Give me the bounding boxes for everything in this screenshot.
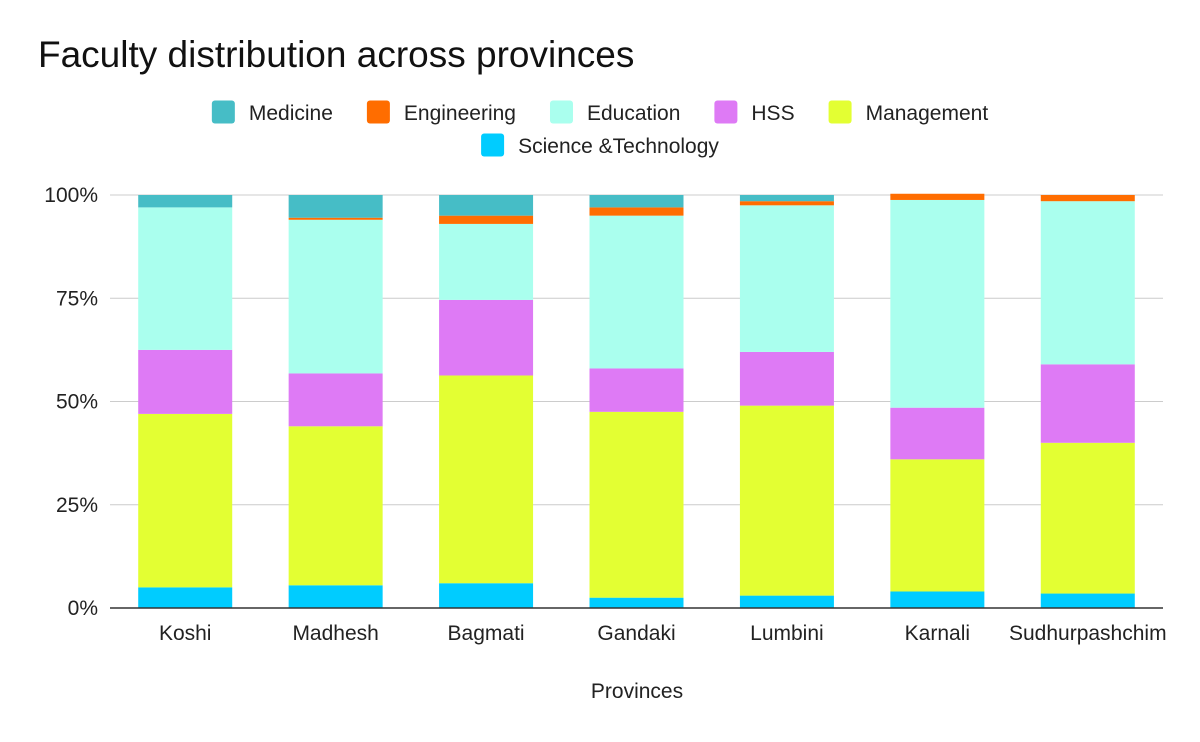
legend-label: Medicine [249, 102, 333, 125]
legend-label: HSS [751, 102, 794, 125]
bar-segment-science-technology [739, 595, 834, 608]
bar-segment-medicine [739, 195, 834, 202]
legend-item-management: Management [828, 100, 989, 125]
x-axis-title: Provinces [591, 680, 683, 703]
bar-segment-management [739, 405, 834, 596]
bar-segment-education [138, 207, 233, 350]
legend-item-medicine: Medicine [211, 100, 333, 125]
axes: 0% 25% 50% 75% 100% Koshi Madhesh Bagmati Gandak… [44, 184, 1166, 645]
bar-segment-hss [138, 349, 233, 414]
bar-segment-hss [439, 299, 534, 376]
y-tick-label: 50% [56, 391, 98, 414]
legend-swatch [828, 100, 852, 124]
bar-segment-engineering [1040, 195, 1135, 202]
x-tick-label: Bagmati [448, 622, 525, 645]
bar-segment-education [439, 223, 534, 300]
bar-group-karnali [890, 193, 985, 608]
bar-group-gandaki [589, 195, 684, 608]
x-tick-label: Lumbini [750, 622, 824, 645]
chart-title: Faculty distribution across provinces [38, 34, 635, 75]
bar-segment-education [1040, 201, 1135, 365]
bar-segment-engineering [288, 217, 383, 220]
bar-segment-management [589, 411, 684, 598]
x-tick-label: Karnali [905, 622, 970, 645]
legend-item-science-technology: Science &Technology [481, 133, 719, 158]
bar-segment-science-technology [1040, 593, 1135, 608]
bar-segment-engineering [589, 207, 684, 216]
bar-segment-education [288, 219, 383, 374]
legend-swatch [549, 100, 573, 124]
x-tick-label: Gandaki [597, 622, 675, 645]
bar-segment-engineering [890, 193, 985, 200]
bar-segment-hss [739, 351, 834, 406]
x-tick-label: Koshi [159, 622, 212, 645]
y-tick-label: 25% [56, 494, 98, 517]
legend: Medicine Engineering Education HSS Managemen… [211, 100, 989, 158]
bar-group-sudhurpashchim [1040, 195, 1135, 608]
bar-group-lumbini [739, 195, 834, 608]
y-tick-label: 100% [44, 184, 98, 207]
bar-segment-medicine [288, 195, 383, 218]
bar-segment-science-technology [138, 587, 233, 608]
bar-segment-management [1040, 442, 1135, 594]
legend-item-education: Education [549, 100, 680, 125]
bar-segment-education [739, 205, 834, 352]
x-tick-label: Madhesh [292, 622, 378, 645]
bar-segment-medicine [138, 195, 233, 208]
bar-segment-hss [1040, 364, 1135, 443]
bar-segment-education [890, 199, 985, 408]
legend-label: Management [866, 102, 989, 125]
legend-label: Science &Technology [518, 135, 719, 158]
bar-segment-education [589, 215, 684, 369]
bar-segment-engineering [439, 215, 534, 224]
x-tick-label: Sudhurpashchim [1009, 622, 1167, 645]
legend-label: Engineering [404, 102, 516, 125]
bar-segment-science-technology [288, 585, 383, 608]
bar-segment-medicine [439, 195, 534, 216]
bar-segment-management [138, 413, 233, 588]
bar-segment-science-technology [890, 591, 985, 608]
legend-item-engineering: Engineering [366, 100, 516, 125]
bar-group-bagmati [439, 195, 534, 608]
y-tick-label: 75% [56, 287, 98, 310]
bar-segment-hss [288, 373, 383, 427]
y-tick-label: 0% [68, 597, 98, 620]
bar-segment-engineering [739, 201, 834, 206]
legend-label: Education [587, 102, 680, 125]
bar-segment-management [890, 459, 985, 592]
bar-segment-management [288, 426, 383, 586]
bars [138, 193, 1135, 608]
bar-segment-management [439, 375, 534, 584]
bar-segment-medicine [589, 195, 684, 208]
bar-segment-hss [589, 368, 684, 412]
bar-segment-science-technology [439, 583, 534, 608]
legend-swatch [366, 100, 390, 124]
legend-swatch [211, 100, 235, 124]
bar-segment-science-technology [589, 597, 684, 608]
bar-group-koshi [138, 195, 233, 608]
legend-item-hss: HSS [714, 100, 795, 125]
legend-swatch [714, 100, 738, 124]
bar-segment-hss [890, 407, 985, 460]
legend-swatch [481, 133, 505, 157]
bar-group-madhesh [288, 195, 383, 608]
